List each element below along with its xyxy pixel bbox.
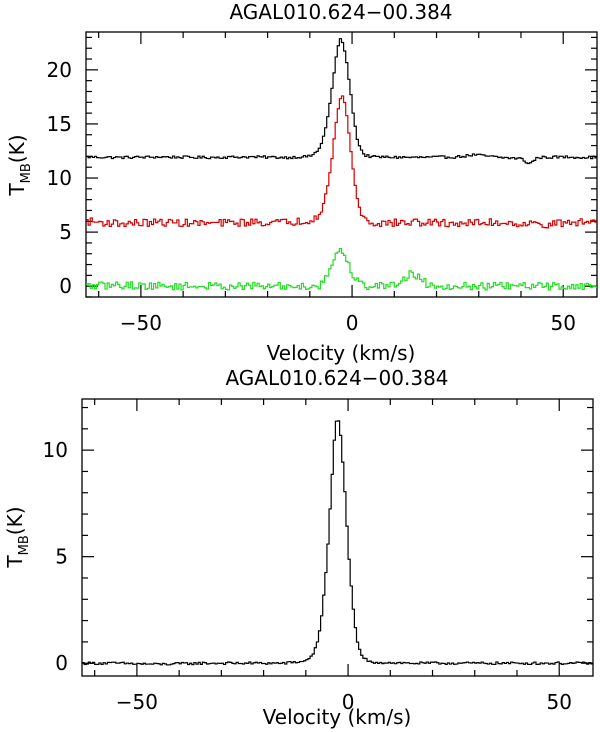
spectrum-line: [86, 38, 597, 165]
panel-2: AGAL010.624−00.384 −50 0 50 0 5 10 Velocity (…: [3, 366, 594, 729]
panel-1: AGAL010.624−00.384 −50 0 50 0 5 10 15 20 Veloci…: [5, 0, 598, 365]
panel-1-y-axis-label-sub: MB: [19, 163, 34, 183]
panel-1-tick-labels: −50 0 50 0 5 10 15 20: [47, 58, 576, 335]
panel-2-frame: [81, 398, 594, 677]
x-tick-label: 0: [342, 690, 355, 714]
x-tick-label: −50: [116, 690, 158, 714]
panel-2-y-axis-label-unit: (K): [3, 506, 27, 535]
panel-1-y-axis-label-main: T: [5, 183, 29, 197]
panel-2-tick-labels: −50 0 50 0 5 10: [43, 438, 572, 714]
x-tick-label: 50: [550, 311, 575, 335]
spectrum-line: [82, 420, 593, 666]
panel-1-ticks: [86, 32, 597, 298]
panel-2-x-axis-label: Velocity (km/s): [263, 705, 412, 729]
spectrum-line: [86, 95, 597, 229]
panel-2-y-axis-label-sub: MB: [17, 535, 32, 555]
y-tick-label: 10: [47, 166, 72, 190]
x-tick-label: −50: [120, 311, 162, 335]
y-tick-label: 0: [59, 274, 72, 298]
y-tick-label: 5: [55, 545, 68, 569]
y-tick-label: 0: [55, 651, 68, 675]
x-tick-label: 0: [346, 311, 359, 335]
panel-1-series: [86, 38, 597, 291]
panel-2-y-axis-label-main: T: [3, 555, 27, 569]
panel-2-ticks: [82, 399, 593, 676]
y-tick-label: 15: [47, 112, 72, 136]
spectrum-line: [86, 247, 597, 291]
y-tick-label: 10: [43, 438, 68, 462]
x-tick-label: 50: [546, 690, 571, 714]
panel-1-title: AGAL010.624−00.384: [229, 0, 452, 24]
y-tick-label: 20: [47, 58, 72, 82]
panel-2-y-axis-label: TMB(K): [3, 506, 32, 568]
panel-1-frame: [85, 31, 598, 298]
y-tick-label: 5: [59, 220, 72, 244]
panel-2-title: AGAL010.624−00.384: [225, 366, 448, 390]
panel-2-series: [82, 420, 593, 666]
panel-1-y-axis-label: TMB(K): [5, 134, 34, 196]
panel-1-x-axis-label: Velocity (km/s): [267, 341, 416, 365]
panel-1-y-axis-label-unit: (K): [5, 134, 29, 163]
